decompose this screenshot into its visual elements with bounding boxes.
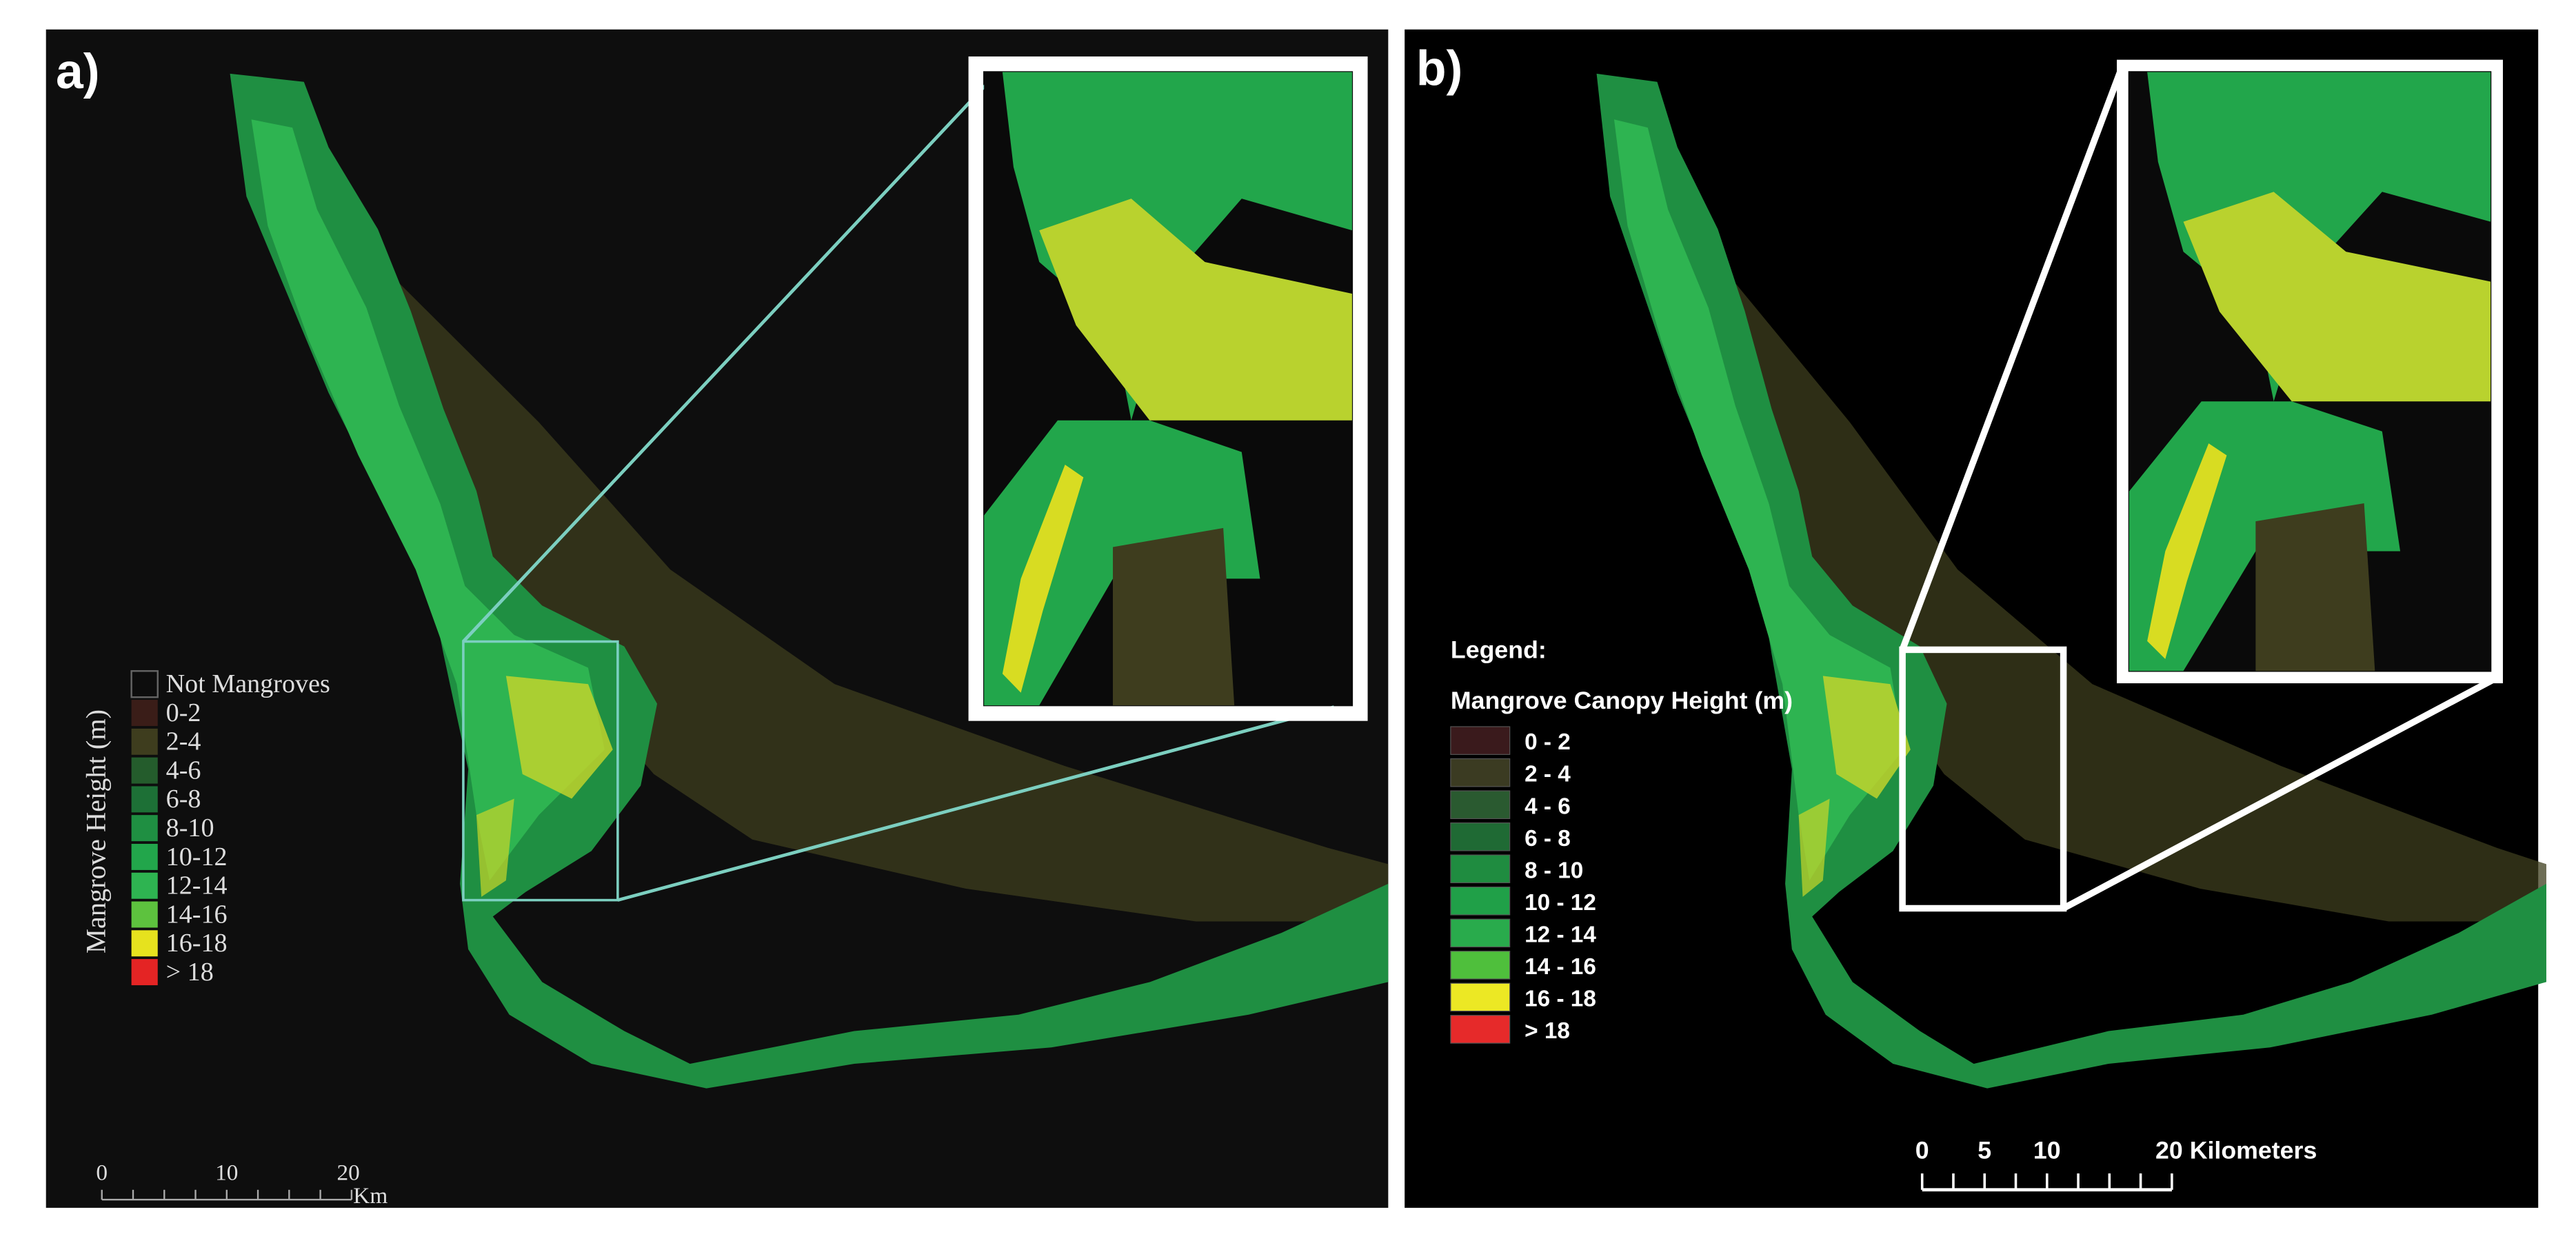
legend-label: 12 - 14 (1525, 922, 1596, 947)
scale-label: 20 Kilometers (2155, 1137, 2317, 1164)
legend-swatch (1450, 790, 1511, 819)
scale-label: 10 (2033, 1137, 2061, 1164)
legend-label: > 18 (166, 958, 214, 987)
legend-title: Mangrove Canopy Height (m) (1451, 687, 1793, 714)
inset-frame (2117, 59, 2503, 684)
legend-label: 4 - 6 (1525, 794, 1571, 819)
legend-swatch (131, 843, 158, 870)
legend-label: 8-10 (166, 814, 214, 842)
legend-swatch (131, 728, 158, 755)
scale-bar: 0 5 10 20 Kilometers (1915, 1137, 2317, 1192)
legend: Not Mangroves0-22-44-66-88-1010-1212-141… (130, 669, 330, 987)
scale-label: 5 (1978, 1137, 1991, 1164)
legend-label: 6 - 8 (1525, 826, 1571, 851)
legend-label: 0 - 2 (1525, 729, 1571, 755)
legend-label: 16 - 18 (1525, 987, 1596, 1012)
scale-label: 10 (215, 1160, 238, 1186)
legend-swatch (131, 872, 158, 899)
legend-label: 4-6 (166, 756, 201, 785)
panel-label: a) (56, 44, 100, 99)
legend-label: 10-12 (166, 842, 228, 871)
legend-label: 16-18 (166, 929, 228, 958)
legend-swatch (130, 670, 159, 698)
panel-label: b) (1416, 41, 1462, 97)
scale-label: 0 (96, 1160, 108, 1186)
legend-swatch (131, 786, 158, 813)
legend-heading: Legend: (1451, 636, 1547, 663)
legend-swatch (1450, 918, 1511, 948)
scale-label: 0 (1915, 1137, 1929, 1164)
legend-swatch (1450, 982, 1511, 1012)
legend-label: 14 - 16 (1525, 954, 1596, 980)
legend-swatch (1450, 951, 1511, 980)
legend-label: Not Mangroves (166, 669, 330, 698)
legend-swatch (1450, 887, 1511, 916)
legend-label: 10 - 12 (1525, 890, 1596, 916)
legend-swatch (131, 815, 158, 842)
legend-swatch (131, 930, 158, 957)
zoom-connector (617, 705, 1335, 902)
legend-swatch (131, 700, 158, 727)
legend-swatch (131, 901, 158, 928)
legend: 0 - 2 2 - 4 4 - 6 6 - 8 8 - 10 10 - 12 12 - 14… (1450, 726, 1596, 1044)
legend-title: Mangrove Height (m) (80, 709, 111, 953)
legend-label: 12-14 (166, 871, 228, 900)
zoom-box (1899, 646, 2067, 912)
legend-swatch (1450, 726, 1511, 755)
zoom-connector (2062, 674, 2499, 911)
legend-label: 6-8 (166, 785, 201, 814)
legend-label: 2-4 (166, 727, 201, 756)
legend-label: > 18 (1525, 1018, 1570, 1044)
zoom-connector (462, 83, 987, 643)
inset-frame (968, 56, 1368, 721)
legend-swatch (131, 757, 158, 784)
zoom-connector (1899, 64, 2126, 652)
legend-swatch (131, 959, 158, 986)
legend-label: 2 - 4 (1525, 762, 1571, 787)
scale-label: 20 (336, 1160, 359, 1186)
legend-swatch (1450, 1015, 1511, 1044)
inset-map (2129, 72, 2491, 672)
legend-swatch (1450, 822, 1511, 851)
inset-map (984, 72, 1352, 706)
legend-label: 8 - 10 (1525, 858, 1583, 883)
legend-swatch (1450, 854, 1511, 884)
zoom-box (462, 640, 619, 902)
legend-label: 0-2 (166, 698, 201, 727)
legend-label: 14-16 (166, 900, 228, 929)
legend-swatch (1450, 758, 1511, 787)
scale-unit: Km (353, 1183, 388, 1209)
